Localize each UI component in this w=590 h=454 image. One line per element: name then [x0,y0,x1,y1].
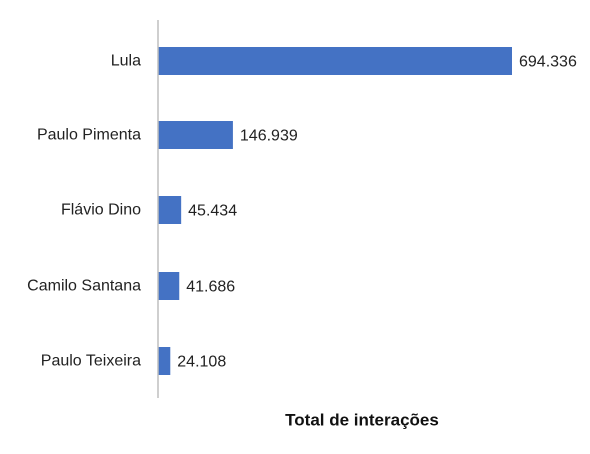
labels-layer: Lula 694.336 Paulo Pimenta 146.939 Flávio Di… [27,53,577,371]
category-label-1: Paulo Pimenta [37,127,141,144]
category-label-4: Paulo Teixeira [41,353,141,370]
bar-4 [158,347,171,375]
bars-layer [158,47,512,375]
value-label-4: 24.108 [177,354,226,371]
value-label-3: 41.686 [186,279,235,296]
category-label-3: Camilo Santana [27,278,141,295]
value-label-2: 45.434 [188,203,237,220]
bar-0 [158,47,512,75]
bar-3 [158,272,180,300]
value-label-1: 146.939 [240,128,298,145]
bar-1 [158,121,233,149]
bar-2 [158,196,182,224]
x-axis-title: Total de interações [285,411,439,430]
value-label-0: 694.336 [519,54,577,71]
category-label-0: Lula [111,53,141,70]
category-label-2: Flávio Dino [61,202,141,219]
